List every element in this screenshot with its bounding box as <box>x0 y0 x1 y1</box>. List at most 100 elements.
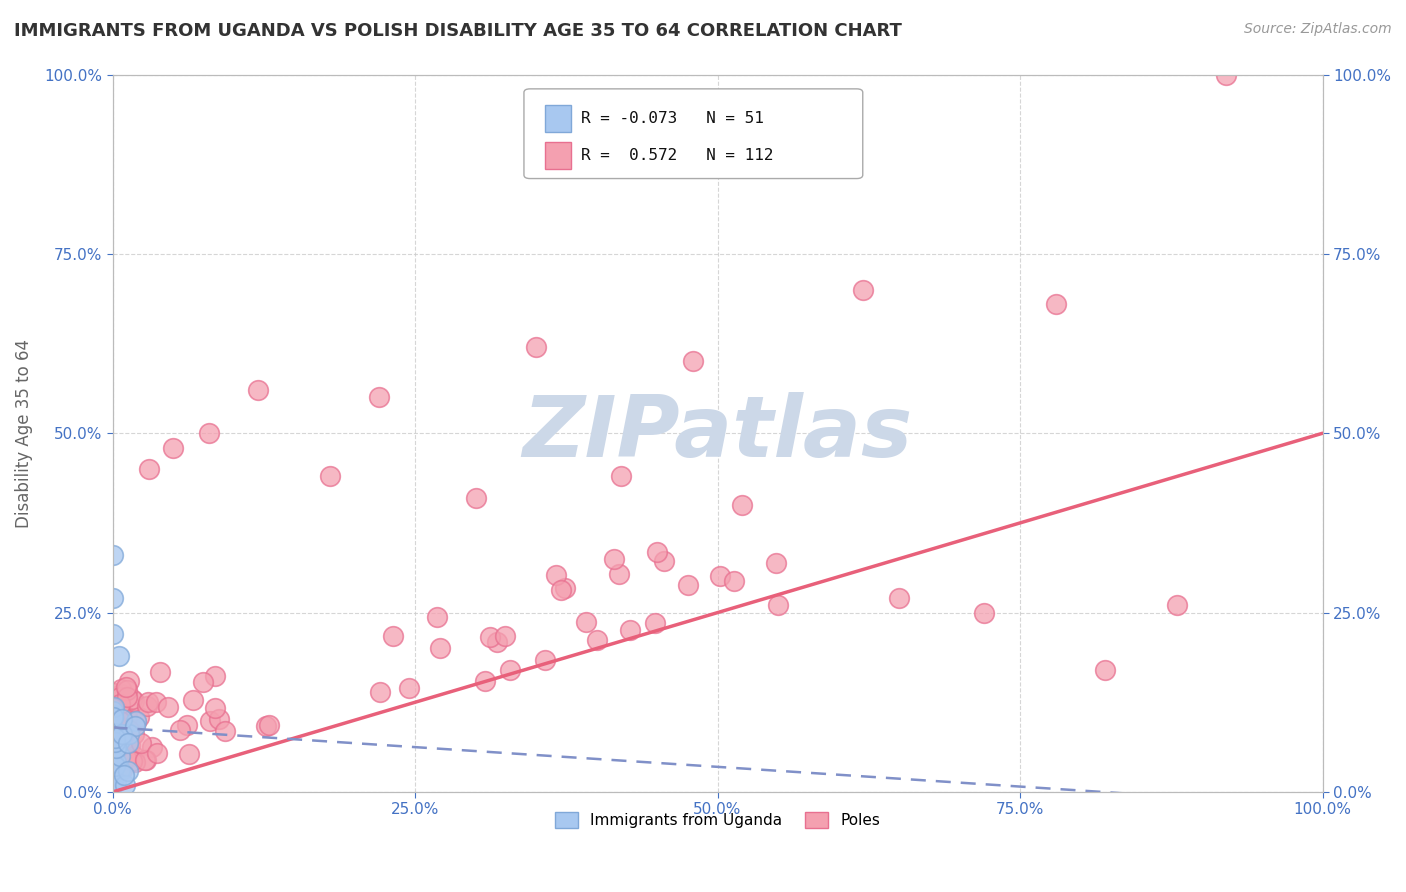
Point <box>117 742 139 756</box>
FancyBboxPatch shape <box>544 104 571 132</box>
Point <box>101 754 124 768</box>
Point <box>111 713 134 727</box>
Point <box>367 390 389 404</box>
Point <box>111 716 134 731</box>
Point <box>544 568 567 582</box>
Point <box>122 694 145 708</box>
Point <box>479 630 502 644</box>
Point <box>157 699 180 714</box>
Point <box>645 544 668 558</box>
Point <box>973 606 995 620</box>
Point <box>104 741 127 756</box>
Point <box>499 663 522 677</box>
Point <box>169 723 191 738</box>
Point <box>110 687 132 701</box>
Point <box>1215 68 1237 82</box>
Point <box>214 723 236 738</box>
Point <box>486 635 509 649</box>
Point <box>118 727 141 741</box>
Point <box>101 759 124 773</box>
Point <box>1045 297 1067 311</box>
Legend: Immigrants from Uganda, Poles: Immigrants from Uganda, Poles <box>548 806 886 835</box>
Text: ZIPatlas: ZIPatlas <box>523 392 912 475</box>
Point <box>118 673 141 688</box>
Point <box>101 777 124 791</box>
Point <box>1166 599 1188 613</box>
Point <box>108 700 131 714</box>
Point <box>104 700 127 714</box>
Point <box>101 758 124 772</box>
Point <box>183 693 205 707</box>
Point <box>108 690 131 704</box>
Point <box>108 706 131 721</box>
Point <box>398 681 420 695</box>
Point <box>676 578 699 592</box>
Text: IMMIGRANTS FROM UGANDA VS POLISH DISABILITY AGE 35 TO 64 CORRELATION CHART: IMMIGRANTS FROM UGANDA VS POLISH DISABIL… <box>14 22 901 40</box>
Point <box>125 715 148 730</box>
FancyBboxPatch shape <box>544 142 571 169</box>
Point <box>104 741 127 756</box>
Point <box>494 629 516 643</box>
Point <box>117 734 139 748</box>
Point <box>765 556 787 570</box>
Point <box>204 669 226 683</box>
Point <box>550 583 572 598</box>
Point <box>110 728 132 742</box>
Point <box>145 695 167 709</box>
Point <box>104 716 127 731</box>
Point <box>426 609 449 624</box>
Point <box>101 775 124 789</box>
Point <box>105 738 128 752</box>
Point <box>121 691 143 706</box>
Point <box>101 747 124 762</box>
Point <box>115 683 138 698</box>
Point <box>652 554 675 568</box>
Point <box>533 653 555 667</box>
Point <box>682 354 704 368</box>
Point <box>198 426 221 441</box>
Point <box>110 681 132 696</box>
Point <box>146 746 169 760</box>
Point <box>101 748 124 763</box>
Point <box>121 755 143 769</box>
Point <box>619 623 641 637</box>
Point <box>101 591 124 606</box>
Point <box>112 768 135 782</box>
Point <box>110 749 132 764</box>
Point <box>162 441 184 455</box>
Point <box>115 690 138 705</box>
Point <box>610 469 633 483</box>
Point <box>118 723 141 738</box>
Point <box>104 717 127 731</box>
Point <box>110 732 132 747</box>
Point <box>111 727 134 741</box>
Point <box>644 616 666 631</box>
Point <box>104 734 127 748</box>
Point <box>101 742 124 756</box>
Point <box>101 741 124 756</box>
Text: R = -0.073   N = 51: R = -0.073 N = 51 <box>581 111 763 126</box>
Point <box>101 765 124 780</box>
Point <box>101 757 124 772</box>
Point <box>105 740 128 755</box>
Point <box>108 728 131 742</box>
Point <box>108 764 131 778</box>
Point <box>148 665 170 679</box>
Point <box>474 674 496 689</box>
Point <box>101 709 124 723</box>
Point <box>101 731 124 745</box>
Point <box>141 739 163 754</box>
Point <box>134 753 156 767</box>
Point <box>101 731 124 746</box>
Point <box>607 566 630 581</box>
Point <box>101 700 124 714</box>
Point <box>887 591 910 606</box>
Y-axis label: Disability Age 35 to 64: Disability Age 35 to 64 <box>15 339 32 528</box>
Point <box>852 283 875 297</box>
Point <box>709 569 731 583</box>
Point <box>103 743 125 757</box>
Point <box>208 712 231 726</box>
Point <box>110 697 132 711</box>
Point <box>111 764 134 778</box>
Point <box>103 743 125 757</box>
